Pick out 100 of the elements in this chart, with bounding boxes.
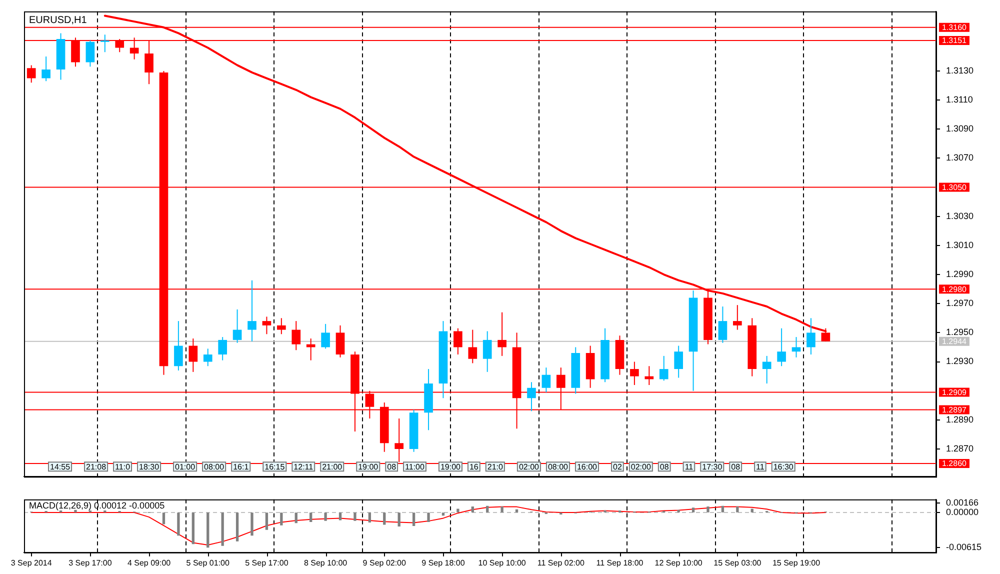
annotation: 21:0 <box>487 462 504 472</box>
candlestick <box>26 64 36 84</box>
annotation: 21:00 <box>322 462 343 472</box>
annotation: 19:00 <box>358 462 379 472</box>
candlestick <box>248 280 256 342</box>
ref-line-label: 1.2980 <box>942 284 968 294</box>
annotation: 19:00 <box>440 462 462 472</box>
annotation: 01:00 <box>175 462 196 472</box>
candlestick <box>454 328 462 355</box>
y-tick-label: 1.3130 <box>946 65 974 76</box>
bar <box>162 512 166 524</box>
candlestick <box>203 348 212 367</box>
x-tick-label: 8 Sep 10:00 <box>304 558 348 568</box>
bar <box>310 512 312 522</box>
bar <box>471 506 474 512</box>
candlestick <box>792 336 801 358</box>
y-tick-label: 1.3110 <box>946 94 973 105</box>
y-tick-label: 0.00000 <box>946 506 979 517</box>
y-tick-label: 1.2970 <box>946 298 974 308</box>
bar <box>354 512 356 521</box>
bar <box>206 512 210 548</box>
annotation: 16:00 <box>576 462 598 472</box>
bar <box>692 508 695 512</box>
candlestick <box>262 316 272 335</box>
annotation: 02:00 <box>630 462 652 472</box>
bar <box>294 512 298 524</box>
annotation: 02:00 <box>518 462 540 472</box>
bar <box>427 512 430 522</box>
annotation: 11:0 <box>115 462 131 472</box>
bar <box>383 512 386 525</box>
annotation: 08 <box>387 462 397 472</box>
bar <box>515 509 518 512</box>
bar <box>368 512 372 523</box>
y-tick-label: 1.2950 <box>946 327 974 338</box>
bar <box>280 512 283 526</box>
bar <box>338 512 342 520</box>
candlestick <box>762 355 772 384</box>
candlestick <box>188 338 198 372</box>
y-tick-label: -0.00615 <box>946 542 982 552</box>
ref-line-label: 1.2909 <box>942 388 968 397</box>
x-tick-label: 15 Sep 03:00 <box>714 558 762 568</box>
x-tick-label: 15 Sep 19:00 <box>772 558 821 568</box>
candlestick <box>527 382 536 412</box>
annotation: MACD(12,26,9) 0.00012 -0.00005 <box>29 500 165 510</box>
x-tick-label: 9 Sep 18:00 <box>422 558 466 568</box>
annotation: 11:00 <box>405 462 426 472</box>
annotation: 02 <box>613 462 622 472</box>
annotation: 08:00 <box>204 462 225 472</box>
x-tick-label: 12 Sep 10:00 <box>654 558 703 568</box>
bar <box>221 512 224 546</box>
annotation: 18:30 <box>139 462 160 472</box>
bar <box>736 506 739 512</box>
bar <box>677 510 680 512</box>
ref-line-label: 1.3151 <box>942 36 968 46</box>
y-tick-label: 1.3010 <box>946 240 974 250</box>
candlestick <box>659 355 668 382</box>
bar <box>486 506 489 512</box>
annotation: 08 <box>660 462 670 472</box>
y-tick-label: 1.2990 <box>946 269 974 280</box>
y-tick-label: 1.3090 <box>946 124 974 134</box>
candlestick <box>292 320 301 351</box>
bar <box>250 512 254 536</box>
candlestick <box>321 323 330 350</box>
bar <box>500 506 504 512</box>
candlestick <box>218 336 227 361</box>
candlestick <box>674 345 683 378</box>
annotation: 21:08 <box>86 462 107 472</box>
annotation: 16:30 <box>773 462 794 472</box>
candlestick <box>86 40 95 68</box>
bar <box>456 508 460 512</box>
ref-line-label: 1.3050 <box>942 183 968 192</box>
bar <box>236 512 239 542</box>
chart-title: EURUSD,H1 <box>29 15 88 26</box>
x-tick-label: 11 Sep 18:00 <box>596 558 644 568</box>
y-tick-label: 0.00166 <box>946 498 979 508</box>
candlestick <box>42 56 50 82</box>
ref-line-label: 1.3160 <box>942 23 968 32</box>
y-tick-label: 1.2930 <box>946 356 974 366</box>
candlestick <box>277 318 286 335</box>
candlestick <box>733 304 742 330</box>
annotation: 17:30 <box>702 462 723 472</box>
annotation: 08 <box>731 462 741 472</box>
candlestick <box>482 330 492 372</box>
annotation: 12:11 <box>294 462 314 472</box>
bar <box>412 512 416 526</box>
y-tick-label: 1.3070 <box>946 152 974 163</box>
bar <box>192 512 194 544</box>
bar <box>750 508 754 512</box>
annotation: 11 <box>756 462 765 472</box>
y-tick-label: 1.2870 <box>946 443 974 454</box>
candlestick <box>100 34 110 53</box>
bar <box>706 506 710 512</box>
x-tick-label: 5 Sep 17:00 <box>245 558 289 568</box>
ref-line-label: 1.2897 <box>942 405 968 414</box>
candlestick <box>468 329 478 364</box>
candlestick <box>806 318 816 355</box>
annotation: 08:00 <box>548 462 569 472</box>
bar <box>324 512 327 521</box>
x-tick-label: 9 Sep 02:00 <box>362 558 407 568</box>
bar <box>398 512 400 527</box>
